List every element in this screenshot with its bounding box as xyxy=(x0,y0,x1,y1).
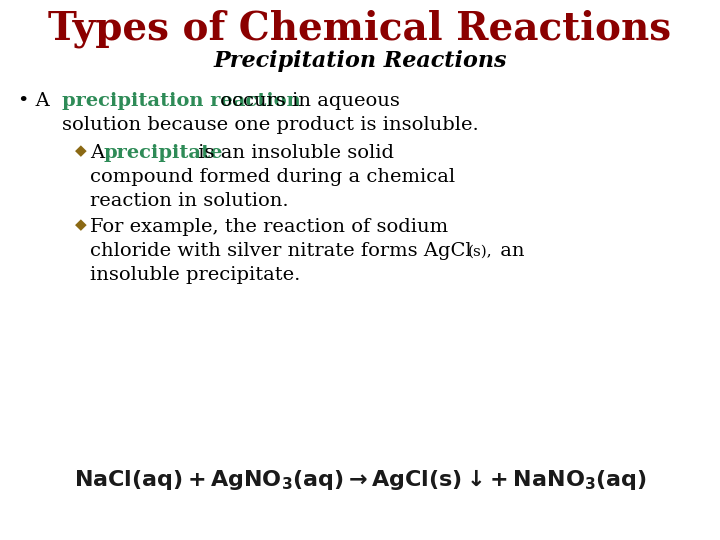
Text: an: an xyxy=(494,242,524,260)
Text: $\mathbf{NaCl(aq)+AgNO_3(aq)\rightarrow AgCl(s)\downarrow\!+NaNO_3(aq)}$: $\mathbf{NaCl(aq)+AgNO_3(aq)\rightarrow … xyxy=(73,468,647,492)
Text: chloride with silver nitrate forms AgCl: chloride with silver nitrate forms AgCl xyxy=(90,242,472,260)
Text: reaction in solution.: reaction in solution. xyxy=(90,192,289,210)
Text: occurs in aqueous: occurs in aqueous xyxy=(214,92,400,110)
Text: • A: • A xyxy=(18,92,56,110)
Text: Types of Chemical Reactions: Types of Chemical Reactions xyxy=(48,10,672,49)
Text: ◆: ◆ xyxy=(75,218,86,232)
Text: precipitation reaction: precipitation reaction xyxy=(62,92,301,110)
Text: For example, the reaction of sodium: For example, the reaction of sodium xyxy=(90,218,448,236)
Text: (s),: (s), xyxy=(468,245,492,259)
Text: Precipitation Reactions: Precipitation Reactions xyxy=(213,50,507,72)
Text: A: A xyxy=(90,144,110,162)
Text: compound formed during a chemical: compound formed during a chemical xyxy=(90,168,455,186)
Text: precipitate: precipitate xyxy=(104,144,223,162)
Text: insoluble precipitate.: insoluble precipitate. xyxy=(90,266,300,284)
Text: ◆: ◆ xyxy=(75,144,86,158)
Text: is an insoluble solid: is an insoluble solid xyxy=(192,144,394,162)
Text: solution because one product is insoluble.: solution because one product is insolubl… xyxy=(62,116,479,134)
